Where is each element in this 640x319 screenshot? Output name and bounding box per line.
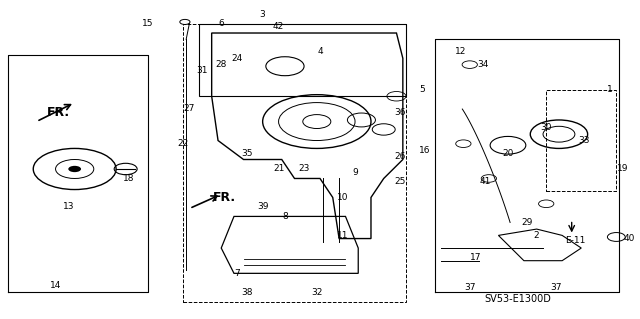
Text: 12: 12	[454, 48, 466, 56]
Text: 31: 31	[196, 66, 208, 76]
Text: 38: 38	[241, 288, 252, 297]
Text: 28: 28	[216, 60, 227, 69]
Text: SV53-E1300D: SV53-E1300D	[484, 293, 551, 304]
Text: FR.: FR.	[213, 191, 236, 204]
Text: 34: 34	[477, 60, 488, 69]
Text: 21: 21	[273, 165, 284, 174]
Text: 14: 14	[50, 281, 61, 291]
Circle shape	[68, 166, 81, 172]
Text: 4: 4	[317, 48, 323, 56]
Text: 15: 15	[142, 19, 154, 28]
Text: 17: 17	[470, 253, 482, 262]
Text: E-11: E-11	[564, 236, 585, 245]
Text: 23: 23	[298, 165, 310, 174]
Text: 10: 10	[337, 193, 348, 202]
Text: 27: 27	[184, 104, 195, 113]
Text: 37: 37	[550, 283, 561, 292]
Text: 20: 20	[502, 149, 514, 158]
Text: 40: 40	[623, 234, 635, 243]
Text: 41: 41	[480, 177, 492, 186]
Text: 42: 42	[273, 22, 284, 31]
Text: 1: 1	[607, 85, 613, 94]
Text: 18: 18	[123, 174, 134, 183]
Text: 36: 36	[394, 108, 405, 116]
Text: 5: 5	[419, 85, 425, 94]
Text: 33: 33	[579, 136, 590, 145]
Text: 32: 32	[311, 288, 323, 297]
Text: 24: 24	[232, 54, 243, 63]
Text: 22: 22	[177, 139, 189, 148]
Text: 7: 7	[234, 269, 240, 278]
Text: 30: 30	[540, 123, 552, 132]
Text: 37: 37	[464, 283, 476, 292]
Text: 29: 29	[522, 218, 532, 227]
Text: 26: 26	[394, 152, 405, 161]
Text: 25: 25	[394, 177, 405, 186]
Text: 3: 3	[260, 10, 266, 19]
Text: 39: 39	[257, 203, 268, 211]
Text: 2: 2	[534, 231, 540, 240]
Text: 13: 13	[63, 203, 74, 211]
Text: 9: 9	[352, 168, 358, 177]
Text: 6: 6	[218, 19, 224, 28]
Text: 8: 8	[282, 212, 288, 221]
Text: 11: 11	[337, 231, 348, 240]
Text: 35: 35	[241, 149, 252, 158]
Text: FR.: FR.	[47, 106, 70, 119]
Text: 19: 19	[617, 165, 628, 174]
Text: 16: 16	[419, 145, 431, 154]
